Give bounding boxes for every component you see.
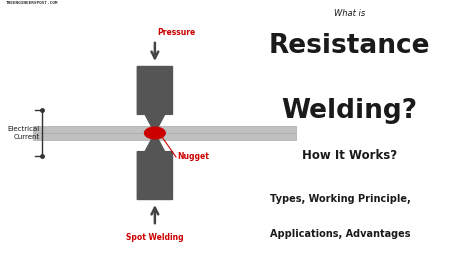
- Text: Nugget: Nugget: [177, 152, 209, 161]
- Text: Welding?: Welding?: [282, 98, 418, 124]
- Text: How It Works?: How It Works?: [302, 149, 397, 162]
- Polygon shape: [137, 133, 173, 200]
- Text: THEENGINEERSPOST.COM: THEENGINEERSPOST.COM: [6, 1, 58, 5]
- Text: Electrical
Current: Electrical Current: [8, 126, 40, 140]
- Bar: [33, 133, 296, 140]
- Text: Types, Working Principle,: Types, Working Principle,: [270, 194, 410, 204]
- Bar: [33, 126, 296, 133]
- Text: Applications, Advantages: Applications, Advantages: [270, 229, 410, 239]
- Text: Resistance: Resistance: [269, 33, 430, 59]
- Text: Pressure: Pressure: [157, 28, 195, 37]
- Text: What is: What is: [334, 9, 365, 18]
- Circle shape: [145, 127, 165, 139]
- Polygon shape: [137, 66, 173, 133]
- Text: Spot Welding: Spot Welding: [126, 233, 184, 242]
